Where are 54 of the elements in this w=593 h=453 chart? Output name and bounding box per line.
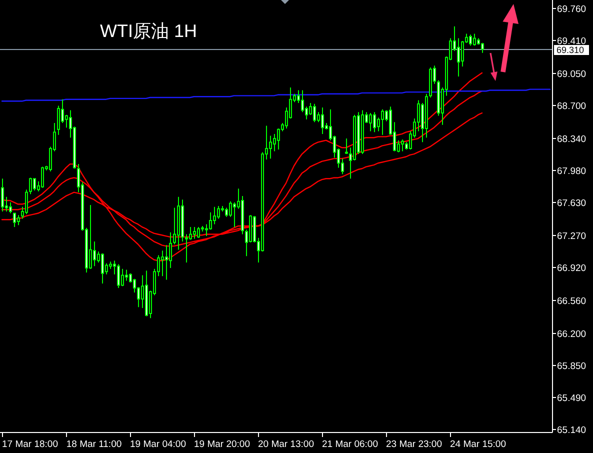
x-tick-label: 17 Mar 18:00 bbox=[2, 439, 58, 450]
candlestick bbox=[313, 103, 316, 123]
x-tick-label: 20 Mar 13:00 bbox=[258, 439, 314, 450]
candlestick bbox=[41, 166, 44, 188]
candlestick bbox=[193, 226, 196, 240]
y-tick-label: 69.760 bbox=[557, 4, 586, 15]
candlestick bbox=[29, 177, 32, 195]
candlestick bbox=[197, 226, 200, 238]
y-tick-label: 68.340 bbox=[557, 134, 586, 145]
candlestick bbox=[101, 252, 104, 284]
y-tick-label: 69.050 bbox=[557, 68, 586, 80]
ref-line-label: 69.310 bbox=[556, 45, 584, 56]
candlestick bbox=[1, 178, 4, 212]
y-tick-label: 66.200 bbox=[557, 328, 586, 340]
candlestick bbox=[25, 189, 28, 215]
x-tick-label: 21 Mar 06:00 bbox=[322, 439, 378, 450]
text: WTI原油 1H bbox=[100, 21, 197, 41]
candlestick bbox=[469, 34, 472, 46]
candlestick bbox=[425, 93, 428, 138]
candlestick bbox=[473, 33, 476, 46]
candlestick bbox=[121, 268, 124, 287]
y-tick-label: 65.490 bbox=[557, 392, 586, 404]
candlestick bbox=[429, 66, 432, 98]
y-tick-label: 68.700 bbox=[557, 100, 586, 112]
x-tick-label: 24 Mar 15:00 bbox=[450, 439, 506, 450]
candlestick bbox=[321, 107, 324, 134]
candlestick bbox=[177, 196, 180, 250]
candlestick bbox=[361, 110, 364, 155]
candlestick bbox=[13, 212, 16, 228]
candlestick bbox=[33, 178, 36, 191]
candlestick bbox=[145, 270, 148, 317]
candlestick bbox=[381, 108, 384, 136]
candlestick bbox=[401, 138, 404, 152]
y-tick-label: 67.630 bbox=[557, 198, 586, 209]
y-tick-label: 67.270 bbox=[557, 230, 586, 242]
y-tick-label: 66.920 bbox=[557, 262, 586, 274]
y-tick-label: 65.850 bbox=[557, 360, 586, 372]
candlestick bbox=[481, 42, 484, 54]
y-tick-label: 69.410 bbox=[557, 36, 586, 47]
candlestick bbox=[117, 264, 120, 288]
line-series bbox=[1, 88, 551, 102]
x-tick-label: 23 Mar 23:00 bbox=[386, 439, 442, 450]
candlestick bbox=[345, 138, 348, 155]
y-tick-label: 67.980 bbox=[557, 166, 586, 177]
candlestick bbox=[373, 112, 376, 133]
y-tick-label: 65.140 bbox=[557, 424, 586, 436]
candlestick bbox=[17, 214, 20, 226]
y-tick-label: 66.560 bbox=[557, 296, 586, 307]
x-tick-label: 18 Mar 11:00 bbox=[66, 439, 122, 450]
x-tick-label: 19 Mar 04:00 bbox=[130, 439, 186, 450]
x-tick-label: 19 Mar 20:00 bbox=[194, 439, 250, 450]
candlestick bbox=[89, 204, 92, 270]
candlestick bbox=[369, 112, 372, 132]
line-series bbox=[1, 72, 483, 262]
